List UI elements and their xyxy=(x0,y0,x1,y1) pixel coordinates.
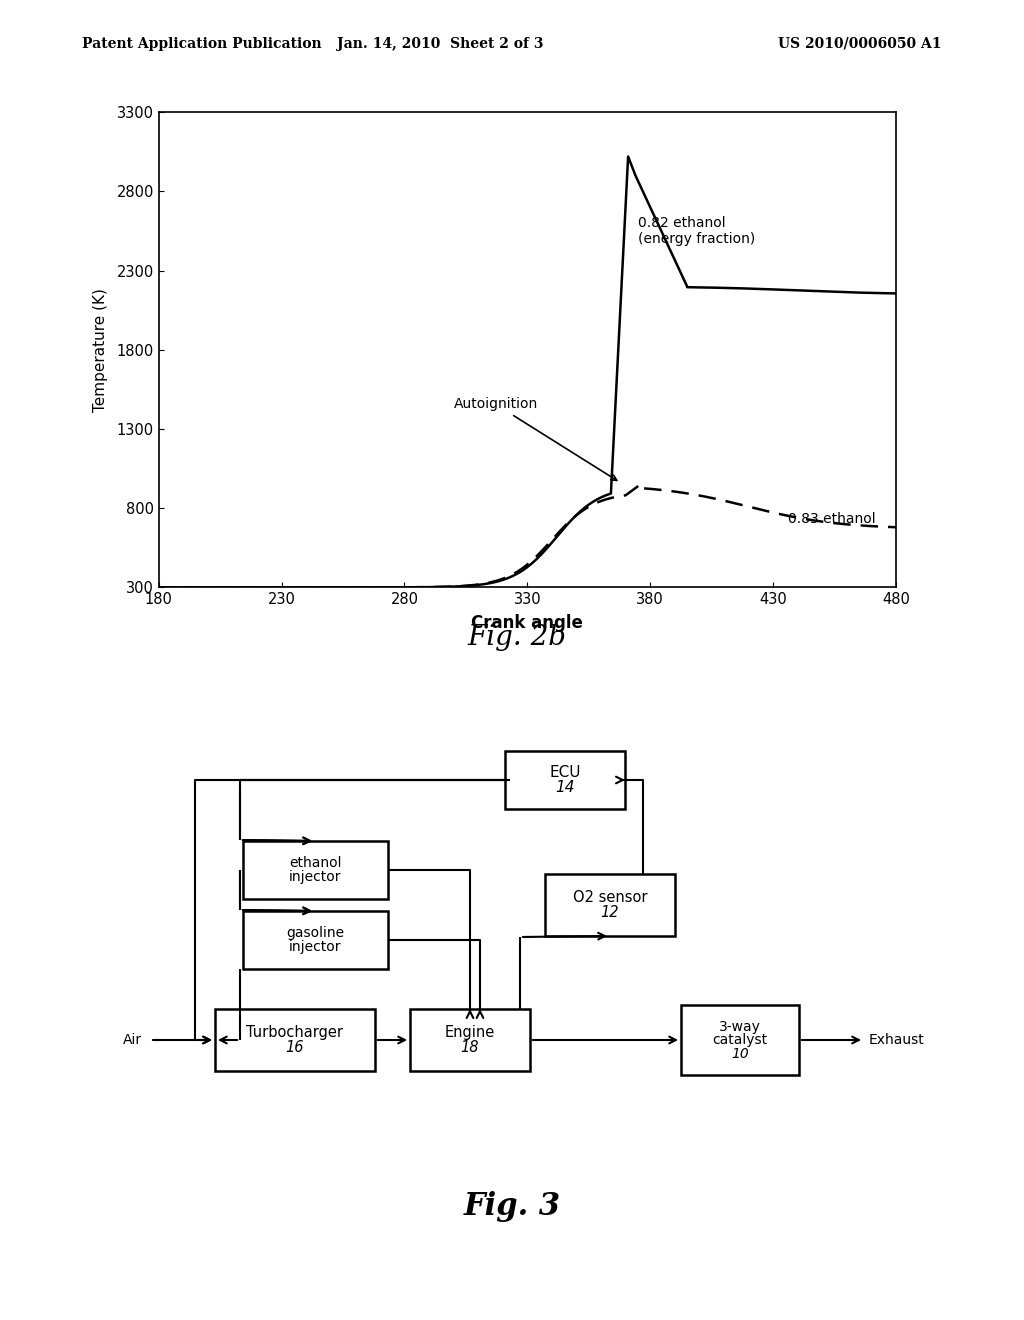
Text: ethanol: ethanol xyxy=(289,857,341,870)
Text: Engine: Engine xyxy=(444,1026,496,1040)
Bar xyxy=(545,874,675,936)
Text: 16: 16 xyxy=(286,1040,304,1055)
Y-axis label: Temperature (K): Temperature (K) xyxy=(93,288,109,412)
Text: injector: injector xyxy=(289,940,341,954)
Bar xyxy=(410,1008,530,1071)
Text: O2 sensor: O2 sensor xyxy=(572,891,647,906)
Text: 14: 14 xyxy=(555,780,574,795)
Text: Exhaust: Exhaust xyxy=(869,1034,925,1047)
Bar xyxy=(215,1008,375,1071)
Text: 12: 12 xyxy=(601,904,620,920)
Bar xyxy=(681,1005,799,1074)
Bar xyxy=(243,911,387,969)
Text: ECU: ECU xyxy=(549,766,581,780)
Text: injector: injector xyxy=(289,870,341,884)
Text: Turbocharger: Turbocharger xyxy=(247,1026,343,1040)
Text: Jan. 14, 2010  Sheet 2 of 3: Jan. 14, 2010 Sheet 2 of 3 xyxy=(337,37,544,51)
Text: Fig. 3: Fig. 3 xyxy=(464,1191,560,1221)
Text: Autoignition: Autoignition xyxy=(454,397,616,480)
Text: 0.83 ethanol: 0.83 ethanol xyxy=(787,512,876,527)
Text: 18: 18 xyxy=(461,1040,479,1055)
X-axis label: Crank angle: Crank angle xyxy=(471,614,584,632)
Text: catalyst: catalyst xyxy=(713,1034,768,1047)
Text: Fig. 2b: Fig. 2b xyxy=(468,624,566,651)
Text: Patent Application Publication: Patent Application Publication xyxy=(82,37,322,51)
Text: 0.82 ethanol
(energy fraction): 0.82 ethanol (energy fraction) xyxy=(638,216,756,246)
Text: gasoline: gasoline xyxy=(286,927,344,940)
Text: Air: Air xyxy=(123,1034,142,1047)
Text: US 2010/0006050 A1: US 2010/0006050 A1 xyxy=(778,37,942,51)
Text: 10: 10 xyxy=(731,1047,749,1060)
Bar xyxy=(243,841,387,899)
Bar xyxy=(505,751,625,809)
Text: 3-way: 3-way xyxy=(719,1019,761,1034)
